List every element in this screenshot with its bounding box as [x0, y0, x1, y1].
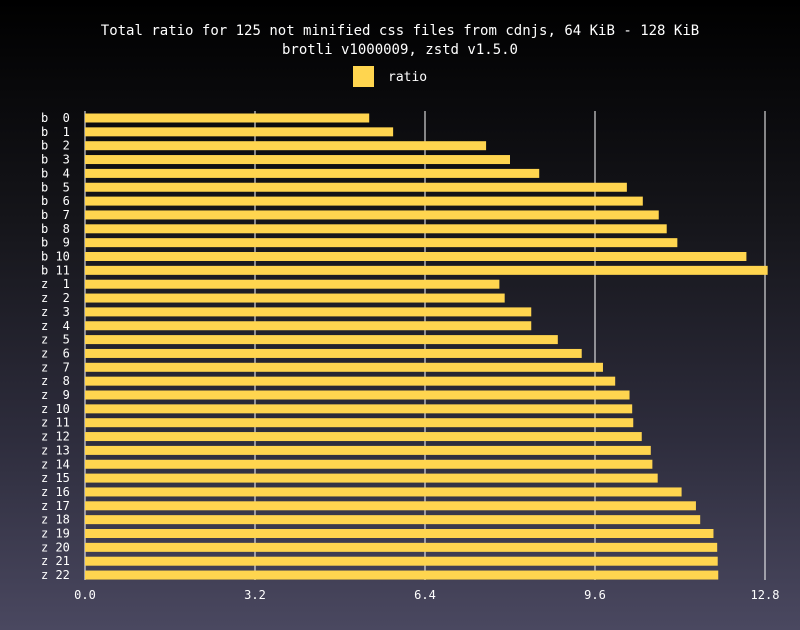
y-tick-label: b 7 [41, 208, 70, 222]
y-tick-label: b 1 [41, 125, 70, 139]
y-tick-label: z 16 [41, 485, 70, 499]
bar [85, 224, 667, 234]
y-axis-labels: b 0b 1b 2b 3b 4b 5b 6b 7b 8b 9b 10b 11z … [41, 111, 70, 582]
bar [85, 252, 747, 261]
x-tick-label: 3.2 [244, 588, 266, 602]
y-tick-label: b 2 [41, 139, 70, 153]
y-tick-label: b 8 [41, 222, 70, 236]
legend-swatch [353, 66, 374, 87]
bar [85, 362, 603, 372]
chart-title: Total ratio for 125 not minified css fil… [101, 23, 699, 39]
bar [85, 279, 500, 289]
y-tick-label: b 10 [41, 250, 70, 264]
bar [85, 418, 634, 428]
y-tick-label: z 5 [41, 333, 70, 347]
bar [85, 335, 558, 345]
bar [85, 487, 682, 497]
x-tick-label: 9.6 [584, 588, 606, 602]
y-tick-label: z 13 [41, 443, 70, 457]
y-tick-label: z 11 [41, 416, 70, 430]
bar [85, 376, 616, 386]
bar [85, 556, 718, 566]
bar [85, 238, 678, 248]
bar [85, 473, 658, 483]
x-tick-label: 6.4 [414, 588, 436, 602]
y-tick-label: z 19 [41, 527, 70, 541]
y-tick-label: b 5 [41, 180, 70, 194]
y-tick-label: z 1 [41, 277, 70, 291]
y-tick-label: z 9 [41, 388, 70, 402]
bar [85, 293, 505, 303]
y-tick-label: b 4 [41, 166, 70, 180]
y-tick-label: z 21 [41, 554, 70, 568]
y-tick-label: z 2 [41, 291, 70, 305]
y-tick-label: z 8 [41, 374, 70, 388]
y-tick-label: z 10 [41, 402, 70, 416]
y-tick-label: z 20 [41, 540, 70, 554]
y-tick-label: z 18 [41, 513, 70, 527]
y-tick-label: z 6 [41, 346, 70, 360]
bar [85, 141, 487, 151]
bar [85, 155, 510, 165]
legend-label: ratio [388, 70, 427, 85]
bar [85, 529, 714, 538]
bar [85, 390, 630, 400]
y-tick-label: z 12 [41, 430, 70, 444]
bar [85, 459, 653, 469]
x-tick-label: 12.8 [751, 588, 780, 602]
y-tick-label: b 6 [41, 194, 70, 208]
x-axis-labels: 0.0 3.2 6.4 9.6 12.8 [74, 588, 779, 602]
chart-subtitle: brotli v1000009, zstd v1.5.0 [282, 42, 518, 58]
y-tick-label: z 14 [41, 457, 70, 471]
bar [85, 404, 633, 414]
legend: ratio [353, 66, 427, 87]
bar [85, 501, 696, 511]
y-tick-label: z 7 [41, 360, 70, 374]
y-tick-label: b 3 [41, 153, 70, 167]
y-tick-label: b 0 [41, 111, 70, 125]
y-tick-label: z 4 [41, 319, 70, 333]
y-tick-label: z 3 [41, 305, 70, 319]
y-tick-label: b 11 [41, 263, 70, 277]
bar [85, 113, 370, 123]
bar [85, 515, 701, 525]
bar [85, 196, 643, 206]
bar [85, 570, 719, 580]
y-tick-label: z 17 [41, 499, 70, 513]
bar [85, 210, 659, 220]
y-tick-label: z 22 [41, 568, 70, 582]
bar [85, 182, 627, 192]
bar [85, 348, 582, 358]
y-tick-label: z 15 [41, 471, 70, 485]
bar [85, 432, 642, 442]
bars [85, 113, 768, 580]
bar [85, 127, 394, 137]
y-tick-label: b 9 [41, 236, 70, 250]
bar [85, 307, 532, 317]
bar [85, 265, 768, 275]
bar [85, 168, 540, 178]
bar [85, 321, 532, 331]
bar [85, 542, 718, 552]
bar [85, 445, 651, 455]
x-tick-label: 0.0 [74, 588, 96, 602]
